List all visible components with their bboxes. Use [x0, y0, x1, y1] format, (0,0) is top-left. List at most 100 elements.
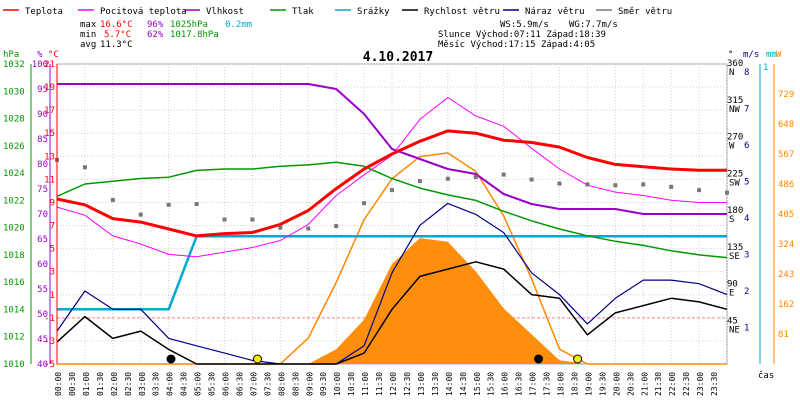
wm2-tick-label: 324 [778, 240, 794, 250]
wind-direction-point [445, 176, 450, 181]
time-tick-label: 10:30 [347, 372, 356, 396]
wm2-tick-label: 729 [778, 90, 794, 100]
time-tick-label: 18:00 [557, 372, 566, 396]
stats-avg-label: avg [80, 40, 96, 50]
wm2-tick-label: 162 [778, 300, 794, 310]
dir-tick-label: 45 [727, 316, 738, 326]
temp-tick-label: 19 [44, 83, 55, 93]
temp-tick-label: 15 [44, 129, 55, 139]
dir-tick-label: 180 [727, 206, 743, 216]
time-tick-label: 23:30 [710, 372, 719, 396]
temp-tick-label: 3 [50, 268, 55, 278]
dir-tick-label: 360 [727, 59, 743, 69]
wind-direction-point [194, 202, 199, 207]
hpa-tick-label: 1018 [3, 251, 25, 261]
ms-tick-label: 7 [744, 105, 749, 115]
legend-label-feels: Pocitová teplota [100, 7, 187, 17]
time-tick-label: 05:30 [208, 372, 217, 396]
ms-tick-label: 6 [744, 141, 749, 151]
wm2-tick-label: 567 [778, 150, 794, 160]
stats-min-label: min [80, 30, 96, 40]
time-tick-label: 06:00 [222, 372, 231, 396]
temp-tick-label: -1 [44, 314, 55, 324]
time-tick-label: 10:00 [333, 372, 342, 396]
wind-direction-point [110, 197, 115, 202]
hpa-tick-label: 1010 [3, 360, 25, 370]
time-tick-label: 09:30 [319, 372, 328, 396]
time-tick-label: 02:30 [124, 372, 133, 396]
time-tick-label: 22:00 [668, 372, 677, 396]
header-text: 4.10.2017 Teplota Pocitová teplota Vlhkost… [3, 7, 672, 65]
temp-tick-label: 21 [44, 60, 55, 70]
hpa-tick-label: 1032 [3, 60, 25, 70]
temp-axis-unit: °C [48, 50, 59, 60]
legend-label-temp: Teplota [25, 7, 63, 17]
hpa-tick-label: 1026 [3, 142, 25, 152]
temp-tick-label: -5 [44, 360, 55, 370]
hpa-tick-label: 1028 [3, 115, 25, 125]
time-tick-label: 04:30 [180, 372, 189, 396]
wind-direction-point [362, 201, 367, 206]
chart-title: 4.10.2017 [363, 50, 433, 65]
wind-direction-point [725, 190, 729, 195]
hpa-tick-label: 1016 [3, 278, 25, 288]
time-tick-label: 08:00 [277, 372, 286, 396]
stats-avg-temp: 11.3°C [100, 40, 133, 50]
time-tick-label: 01:30 [96, 372, 105, 396]
wind-direction-point [613, 183, 618, 188]
legend-label-hum: Vlhkost [206, 7, 244, 17]
legend-label-wind: Rychlost větru [424, 7, 500, 17]
stats-max-label: max [80, 20, 97, 30]
stats-max-pressure: 1025hPa [170, 20, 208, 30]
wind-direction-point [557, 181, 562, 186]
dir-compass-label: SE [729, 252, 740, 262]
time-tick-label: 05:00 [194, 372, 203, 396]
time-tick-label: 11:30 [375, 372, 384, 396]
time-tick-label: 19:30 [598, 372, 607, 396]
moonset-marker [166, 354, 176, 364]
hpa-tick-label: 1012 [3, 333, 25, 343]
temp-tick-label: 11 [44, 175, 55, 185]
ms-tick-label: 3 [744, 251, 749, 261]
dir-tick-label: 225 [727, 169, 743, 179]
wind-direction-point [669, 184, 674, 189]
wm2-tick-label: 405 [778, 210, 794, 220]
pct-tick-label: 85 [37, 135, 48, 145]
time-tick-label: 21:00 [640, 372, 649, 396]
time-tick-label: 23:00 [696, 372, 705, 396]
temp-tick-label: 1 [50, 291, 55, 301]
stats-min-humidity: 62% [147, 30, 164, 40]
ms-tick-label: 5 [744, 178, 749, 188]
time-tick-label: 11:00 [361, 372, 370, 396]
humidity-line [57, 83, 727, 215]
time-tick-label: 01:00 [82, 372, 91, 396]
time-tick-label: 03:00 [138, 372, 147, 396]
time-tick-label: 19:00 [584, 372, 593, 396]
hpa-tick-label: 1022 [3, 196, 25, 206]
ms-tick-label: 4 [744, 214, 749, 224]
ms-tick-label: 2 [744, 287, 749, 297]
temperature-line [56, 129, 727, 238]
grid [56, 63, 728, 365]
mm-tick-label: 1 [763, 63, 768, 73]
wind-direction-point [390, 188, 394, 193]
time-tick-label: 09:00 [305, 372, 314, 396]
pct-tick-label: 75 [37, 185, 48, 195]
dir-axis-unit: ° [728, 50, 733, 60]
wm2-tick-label: 243 [778, 270, 794, 280]
wm2-tick-label: 486 [778, 180, 794, 190]
hpa-axis-unit: hPa [3, 50, 19, 60]
dir-compass-label: N [729, 68, 734, 78]
gust-line [56, 202, 728, 365]
stats-wind-gust: WG:7.7m/s [569, 20, 618, 30]
time-tick-label: 15:30 [487, 372, 496, 396]
pct-tick-label: 40 [37, 360, 48, 370]
wind-direction-point [138, 212, 143, 217]
temp-tick-label: 7 [50, 222, 55, 232]
dir-compass-label: S [729, 215, 734, 225]
time-tick-label: 21:30 [654, 372, 663, 396]
stats-max-rain: 0.2mm [225, 20, 252, 30]
time-tick-label: 00:00 [54, 372, 63, 396]
time-tick-label: 13:30 [431, 372, 440, 396]
